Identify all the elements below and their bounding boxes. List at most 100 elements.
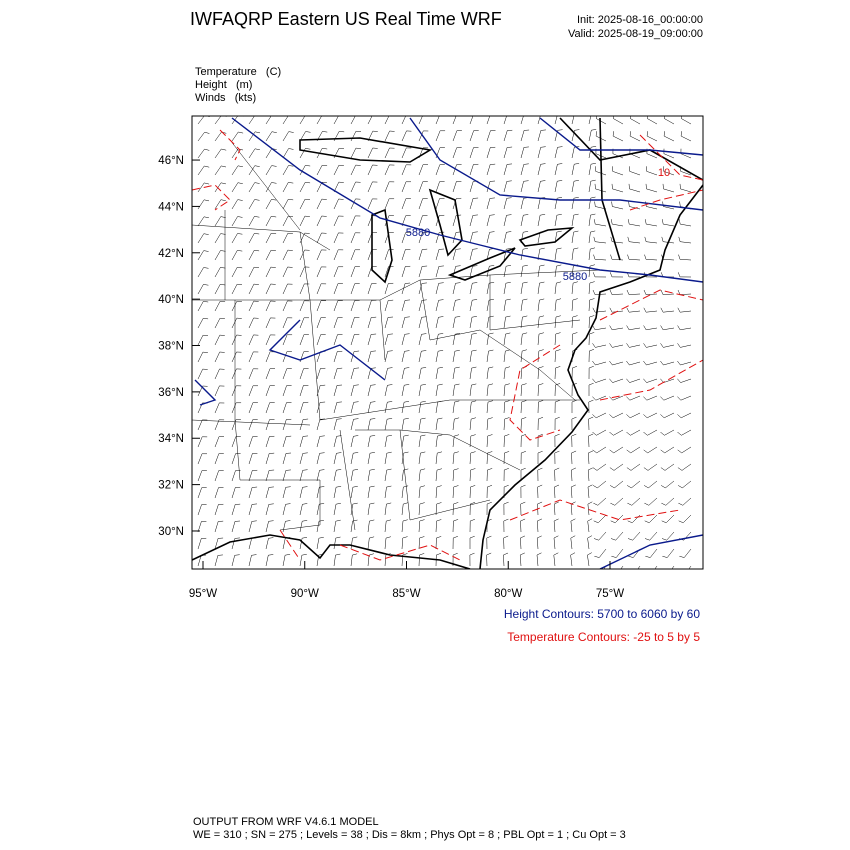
wind-barb xyxy=(571,315,578,329)
wind-barb xyxy=(469,248,478,261)
wind-barb xyxy=(197,453,207,465)
wind-barb xyxy=(248,216,260,227)
wind-barb xyxy=(554,484,560,499)
wind-barb xyxy=(554,433,560,448)
wind-barb xyxy=(677,272,692,278)
wind-barb xyxy=(350,367,360,380)
wind-barb xyxy=(588,382,594,396)
wind-barb xyxy=(214,385,225,397)
wind-barb xyxy=(609,360,624,366)
wind-barb xyxy=(299,503,308,516)
wind-barb xyxy=(333,367,343,380)
wind-barb xyxy=(520,417,527,431)
wind-barb xyxy=(503,349,511,363)
wind-barb xyxy=(418,248,428,261)
wind-barb xyxy=(626,429,641,436)
wind-barb xyxy=(609,412,624,419)
wind-barb xyxy=(486,116,491,125)
wind-barb xyxy=(680,131,692,142)
wind-barb xyxy=(367,181,378,193)
wind-barb xyxy=(265,300,276,312)
wind-barb xyxy=(333,131,345,142)
wind-barb xyxy=(520,264,528,278)
wind-barb xyxy=(628,548,641,558)
wind-barb xyxy=(503,417,510,431)
wind-barb xyxy=(401,333,410,346)
wind-barb xyxy=(570,535,576,550)
wind-barb xyxy=(350,435,359,448)
wind-barb xyxy=(609,325,624,331)
wind-barb xyxy=(401,147,412,159)
wind-barb xyxy=(452,485,459,499)
wind-barb xyxy=(316,367,326,380)
wind-barb xyxy=(367,116,373,125)
wind-barb xyxy=(231,182,243,193)
wind-barb xyxy=(503,400,510,414)
wind-barb xyxy=(570,552,576,567)
x-tick-label: 75°W xyxy=(596,588,624,600)
wind-barb xyxy=(316,401,326,414)
wind-barb xyxy=(282,452,292,465)
wind-barb xyxy=(469,147,479,159)
wind-barb xyxy=(571,146,580,159)
wind-barb xyxy=(588,179,596,193)
wind-barb xyxy=(401,265,411,278)
wind-barb xyxy=(265,452,275,465)
wind-barb xyxy=(537,180,546,193)
wind-barb xyxy=(593,219,607,227)
wind-barb xyxy=(593,514,607,524)
wind-barb xyxy=(333,469,342,482)
wind-barb xyxy=(265,148,277,159)
wind-barb xyxy=(503,484,509,499)
wind-barb xyxy=(231,199,243,210)
wind-barb xyxy=(248,182,260,193)
wind-barb xyxy=(626,343,641,348)
wind-barb xyxy=(554,281,562,295)
wind-barb xyxy=(645,548,658,558)
wind-barb xyxy=(486,417,493,431)
wind-barb xyxy=(299,215,310,227)
y-tick-label: 44°N xyxy=(158,201,184,213)
wind-barb xyxy=(554,163,563,176)
wind-barb xyxy=(384,367,393,380)
wind-barb xyxy=(612,131,624,142)
wind-barb xyxy=(588,247,596,261)
y-tick-label: 36°N xyxy=(158,387,184,399)
wind-barb xyxy=(469,451,476,465)
wind-barb xyxy=(316,300,326,312)
wind-barb xyxy=(401,116,406,125)
wind-barb xyxy=(609,272,624,278)
wind-barb xyxy=(214,351,225,363)
wind-barb xyxy=(626,395,641,401)
wind-barb xyxy=(282,402,292,414)
wind-barb xyxy=(469,316,477,329)
wind-barb xyxy=(660,429,675,436)
wind-barb xyxy=(486,535,492,550)
wind-barb xyxy=(350,164,361,176)
wind-barb xyxy=(520,281,528,295)
wind-barb xyxy=(435,299,444,312)
wind-barb xyxy=(418,553,425,567)
wind-barb xyxy=(435,350,444,363)
wind-barb xyxy=(626,463,641,471)
wind-barb xyxy=(592,289,607,295)
wind-barb xyxy=(231,368,242,380)
wind-barb xyxy=(282,503,291,516)
wind-barb xyxy=(592,480,607,489)
wind-barb xyxy=(520,467,526,481)
wind-barb xyxy=(520,129,530,142)
wind-barb xyxy=(333,198,344,210)
wind-barb xyxy=(503,468,509,482)
wind-barb xyxy=(384,384,393,397)
wind-barb xyxy=(486,552,492,567)
wind-barb xyxy=(661,514,675,524)
wind-barb xyxy=(333,249,344,261)
wind-barb xyxy=(333,384,343,397)
wind-barb xyxy=(469,519,475,533)
wind-barb xyxy=(350,181,361,193)
wind-barb xyxy=(536,535,542,550)
wind-barb xyxy=(452,552,458,567)
wind-barb xyxy=(554,366,561,380)
wind-barb xyxy=(609,307,624,313)
wind-barb xyxy=(401,232,411,244)
